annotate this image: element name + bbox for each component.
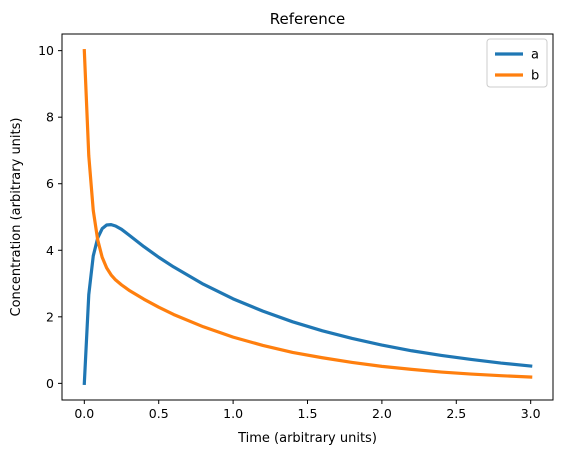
y-tick-label: 2	[46, 309, 54, 324]
legend-label-b: b	[531, 69, 539, 84]
legend-label-a: a	[531, 48, 539, 63]
plot-area	[61, 33, 554, 401]
y-tick-label: 8	[46, 110, 54, 125]
x-tick-label: 1.5	[298, 406, 318, 421]
y-tick-label: 10	[38, 43, 54, 58]
plot-frame	[61, 33, 554, 401]
y-tick-label: 6	[46, 176, 54, 191]
series-layer	[82, 48, 533, 386]
x-axis-label: Time (arbitrary units)	[237, 431, 377, 446]
series-line-b	[82, 48, 533, 379]
y-axis: 0 2 4 6 8 10	[38, 43, 62, 391]
x-tick-label: 2.5	[446, 406, 466, 421]
x-tick-label: 1.0	[223, 406, 243, 421]
chart-title: Reference	[270, 10, 346, 28]
x-tick-label: 0.0	[74, 406, 94, 421]
y-tick-label: 0	[46, 376, 54, 391]
x-tick-label: 0.5	[149, 406, 169, 421]
legend: ab	[486, 38, 548, 88]
x-tick-label: 2.0	[372, 406, 392, 421]
y-axis-label: Concentration (arbitrary units)	[9, 118, 24, 317]
series-line-a	[82, 223, 533, 386]
y-tick-label: 4	[46, 243, 54, 258]
x-tick-label: 3.0	[521, 406, 541, 421]
x-axis: 0.0 0.5 1.0 1.5 2.0 2.5 3.0	[74, 400, 541, 421]
